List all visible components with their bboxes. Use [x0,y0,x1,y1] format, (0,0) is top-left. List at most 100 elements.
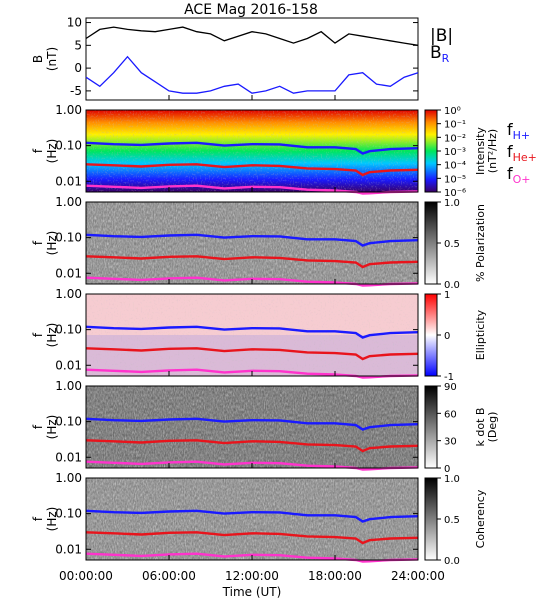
y-ticks: 10 5 0 -5 [67,16,419,100]
colorbar [424,201,438,285]
y-tick-label: 1.00 [55,287,82,301]
y-tick-label: 0.10 [55,231,82,245]
y-label-line2: (Hz) [45,415,59,440]
colorbar-tick-label: 0.0 [444,280,460,291]
colorbar-tick-label: 0 [444,331,450,342]
overlay-line [85,184,419,195]
colorbar-ticks: 10⁰ 10⁻¹ 10⁻² 10⁻³ 10⁻⁴ 10⁻⁵ 10⁻⁶ [437,106,466,199]
colorbar-label-line2: (Deg) [486,412,499,443]
y-ticks: 1.00 0.10 0.01 [55,471,419,560]
panel-coherency: 1.00 0.10 0.01 f (Hz) 1.0 0.5 0.0 Coherency [31,471,487,567]
overlay-lines [85,233,419,287]
colorbar-tick-label: 90 [444,382,457,393]
y-tick-label: 0.01 [55,450,82,464]
colorbar-ticks: 1.0 0.5 0.0 [437,198,460,291]
x-tick-label: 06:00:00 [142,569,196,583]
y-tick-label: 0.10 [55,415,82,429]
x-axis-label: Time (UT) [222,585,282,599]
y-tick-label: 0.01 [55,266,82,280]
overlay-line [85,141,419,155]
colorbar-tick-label: 0.5 [444,515,460,526]
y-ticks: 1.00 0.10 0.01 [55,287,419,376]
spectrogram-texture [86,110,418,192]
overlay-line [85,163,419,177]
y-label-line1: f [31,240,45,245]
ion-legend-subscript: He+ [513,151,537,164]
series-line [85,55,419,94]
legend-b-magnitude: |B| [430,26,453,46]
y-tick-label: 10 [67,16,82,30]
colorbar-tick-label: 60 [444,409,457,420]
x-tick-label: 24:00:00 [391,569,445,583]
overlay-line [85,325,419,339]
overlay-line [85,368,419,379]
spectrogram-texture [86,478,418,560]
x-axis: 00:00:00 06:00:00 12:00:00 18:00:00 24:00:00 [59,569,445,583]
y-tick-label: 1.00 [55,471,82,485]
series-lines [85,26,419,94]
overlay-line [85,552,419,563]
y-ticks: 1.00 0.10 0.01 [55,195,419,284]
colorbar-tick-label: 10⁻⁵ [444,174,466,185]
colorbar-tick-label: 10⁻¹ [444,120,466,131]
y-tick-label: -5 [70,84,82,98]
colorbar-tick-label: 10⁻³ [444,147,466,158]
x-tick-label: 00:00:00 [59,569,113,583]
colorbar-tick-label: 1 [444,290,450,301]
colorbar [424,293,438,377]
y-tick-label: 1.00 [55,195,82,209]
spectrogram-texture [86,386,418,468]
panel-ellipticity: 1.00 0.10 0.01 f (Hz) 1 0 -1 Ellipticity [31,287,487,383]
colorbar-label-line1: Ellipticity [474,309,487,360]
y-label-line1: f [31,516,45,521]
colorbar-label-line1: Intensity [474,127,487,175]
overlay-line [85,417,419,431]
overlay-lines [85,509,419,563]
overlay-lines [85,325,419,379]
colorbar-label-line1: k dot B [474,408,487,447]
colorbar [424,385,438,469]
panel-intensity: 1.000.100.01 f (Hz) 10⁰10⁻¹10⁻²10⁻³10⁻⁴1… [31,103,537,199]
colorbar-label-line1: % Polarization [474,204,487,282]
colorbar-tick-label: 30 [444,437,457,448]
x-tick-label: 18:00:00 [308,569,362,583]
colorbar-tick-label: 0 [444,464,450,475]
colorbar-ticks: 1 0 -1 [437,290,454,383]
y-label-line2: (Hz) [45,231,59,256]
colorbar [424,477,438,561]
colorbar-ticks: 90 60 30 0 [437,382,457,475]
y-label-line1: B [31,55,45,63]
legend-b-radial: BR [430,43,450,65]
y-ticks: 1.00 0.10 0.01 [55,103,419,192]
spectrogram-texture [86,294,418,376]
overlay-line [85,347,419,361]
colorbar-tick-label: 10⁰ [444,106,461,117]
y-label-line2: (Hz) [45,323,59,348]
y-label-line2: (Hz) [45,507,59,532]
overlay-line [85,460,419,471]
figure-title: ACE Mag 2016-158 [184,2,318,18]
colorbar [424,109,438,193]
y-tick-label: 0 [74,61,82,75]
x-tick-label: 12:00:00 [225,569,279,583]
overlay-lines [85,141,419,195]
y-tick-label: 0.01 [55,542,82,556]
overlay-line [85,233,419,247]
y-tick-label: 0.01 [55,174,82,188]
overlay-line [85,531,419,545]
colorbar-ticks: 1.0 0.5 0.0 [437,474,460,567]
panel-field-lines: 10 5 0 -5 B (nT) |B| BR [31,16,453,101]
y-tick-label: 0.10 [55,139,82,153]
ion-legend: fH+fHe+fO+ [507,120,537,186]
y-label-line1: f [31,332,45,337]
colorbar-tick-label: 1.0 [444,198,460,209]
colorbar-label-line2: (nT²/Hz) [486,129,499,173]
panel-wave-normal-angle: 1.00 0.10 0.01 f (Hz) 90 60 30 0 k dot B (Deg… [31,379,499,475]
ion-legend-subscript: H+ [513,129,531,142]
y-tick-label: 1.00 [55,379,82,393]
ion-legend-entry: fH+ [507,120,530,142]
overlay-lines [85,417,419,471]
colorbar-label-line1: Coherency [474,489,487,548]
y-tick-label: 0.10 [55,323,82,337]
